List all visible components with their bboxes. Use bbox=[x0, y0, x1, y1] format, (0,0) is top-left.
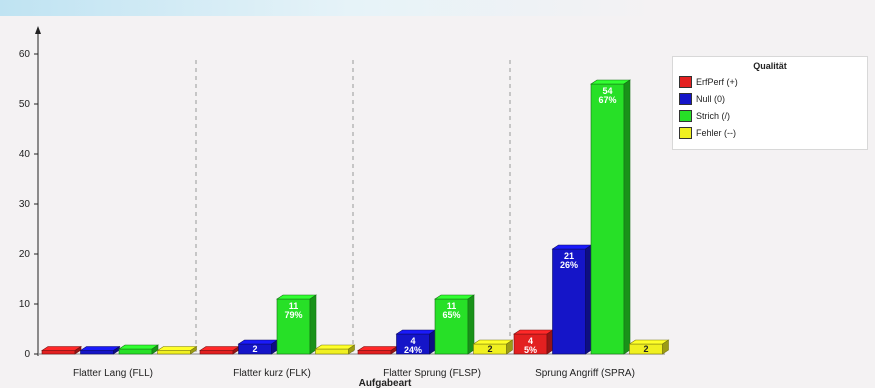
data-label: 67% bbox=[598, 95, 616, 105]
data-label: 4 bbox=[528, 336, 533, 346]
data-label: 54 bbox=[602, 86, 612, 96]
legend-swatch bbox=[679, 75, 692, 88]
x-tick-label: Flatter Lang (FLL) bbox=[73, 368, 153, 379]
bar: 45% bbox=[513, 329, 554, 355]
bar bbox=[199, 345, 240, 355]
legend-label: Strich (/) bbox=[696, 110, 731, 121]
bar: 2 bbox=[472, 339, 514, 355]
y-tick-label: 30 bbox=[19, 199, 31, 210]
bar bbox=[79, 345, 121, 355]
data-label: 5% bbox=[524, 345, 537, 355]
y-tick-label: 0 bbox=[24, 349, 30, 360]
x-axis-label: Aufgabeart bbox=[359, 378, 412, 388]
data-label: 2 bbox=[252, 344, 257, 354]
y-tick-label: 10 bbox=[19, 299, 31, 310]
y-tick-label: 40 bbox=[19, 149, 31, 160]
bar bbox=[118, 344, 159, 355]
data-label: 24% bbox=[404, 345, 422, 355]
bar: 2 bbox=[237, 339, 279, 355]
bar bbox=[156, 345, 198, 355]
bar bbox=[357, 345, 398, 355]
bar bbox=[314, 344, 356, 355]
y-tick-label: 50 bbox=[19, 99, 31, 110]
y-tick-label: 20 bbox=[19, 249, 31, 260]
data-label: 4 bbox=[410, 336, 415, 346]
legend-title: Qualität bbox=[753, 61, 787, 71]
legend-item: ErfPerf (+) bbox=[679, 73, 861, 90]
bar: 2 bbox=[628, 339, 670, 355]
legend-label: Null (0) bbox=[696, 93, 726, 104]
category-separators bbox=[195, 60, 511, 354]
x-tick-label: Sprung Angriff (SPRA) bbox=[535, 368, 635, 379]
legend-swatch bbox=[679, 92, 692, 105]
chart-legend: Qualität ErfPerf (+) Null (0) Strich (/) Fe… bbox=[672, 56, 868, 150]
legend-swatch bbox=[679, 109, 692, 122]
data-label: 26% bbox=[560, 260, 578, 270]
legend-label: ErfPerf (+) bbox=[696, 76, 738, 87]
data-label: 2 bbox=[487, 344, 492, 354]
data-label: 11 bbox=[447, 301, 457, 311]
x-tick-label: Flatter kurz (FLK) bbox=[233, 368, 311, 379]
x-tick-label: Flatter Sprung (FLSP) bbox=[383, 368, 481, 379]
data-label: 2 bbox=[643, 344, 648, 354]
data-label: 65% bbox=[442, 310, 460, 320]
bar: 424% bbox=[395, 329, 437, 355]
legend-item: Null (0) bbox=[679, 90, 861, 107]
legend-swatch bbox=[679, 126, 692, 139]
data-label: 21 bbox=[564, 251, 574, 261]
bar bbox=[41, 345, 82, 355]
x-tick-labels: Flatter Lang (FLL) Flatter kurz (FLK) Flat… bbox=[73, 368, 635, 379]
legend-label: Fehler (--) bbox=[696, 127, 736, 138]
data-label: 11 bbox=[289, 301, 299, 311]
legend-item: Fehler (--) bbox=[679, 124, 861, 141]
header-band bbox=[0, 0, 875, 16]
data-label: 79% bbox=[284, 310, 302, 320]
legend-item: Strich (/) bbox=[679, 107, 861, 124]
y-tick-label: 60 bbox=[19, 49, 31, 60]
